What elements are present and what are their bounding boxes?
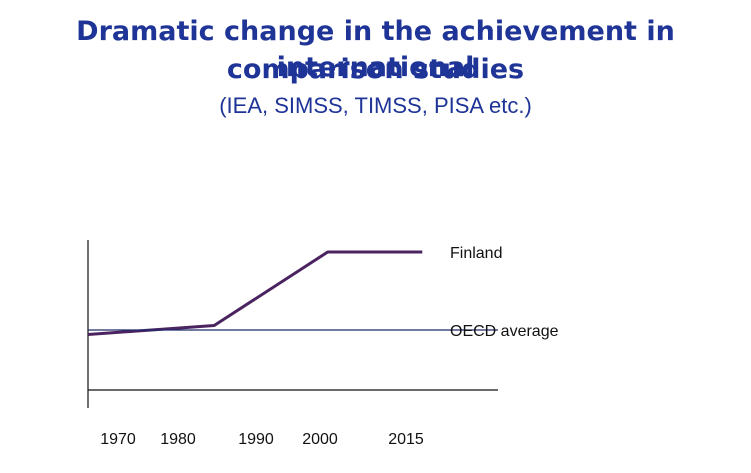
chart-subtitle: (IEA, SIMSS, TIMSS, PISA etc.) — [219, 93, 532, 118]
x-tick-labels: 1970 1980 1990 2000 2015 — [100, 431, 424, 448]
x-tick-label-1980: 1980 — [160, 431, 196, 448]
oecd-average-label: OECD average — [450, 323, 559, 340]
finland-series-line — [87, 250, 423, 336]
chart-title-line-2: comparison studies — [226, 54, 525, 85]
series-layer — [87, 250, 498, 336]
x-tick-label-1970: 1970 — [100, 431, 136, 448]
x-tick-label-2000: 2000 — [302, 431, 338, 448]
x-tick-label-2015: 2015 — [388, 431, 424, 448]
series-labels: Finland OECD average — [450, 245, 559, 340]
finland-label: Finland — [450, 245, 502, 262]
chart-title-line-1: Dramatic change in the achievement in in… — [76, 16, 675, 83]
x-tick-label-1990: 1990 — [238, 431, 274, 448]
